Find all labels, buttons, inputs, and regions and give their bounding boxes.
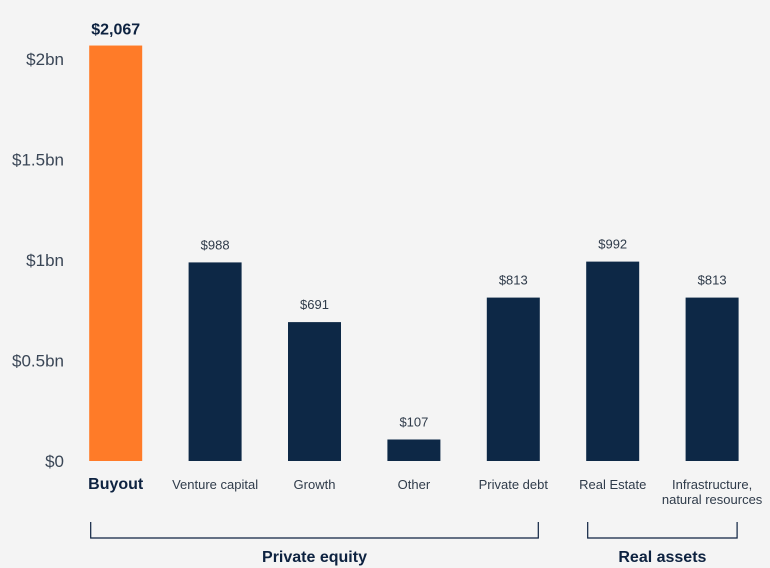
x-tick-label: Real Estate: [579, 477, 646, 492]
data-label: $107: [399, 414, 428, 429]
bar: [188, 262, 242, 461]
bar: [89, 45, 143, 462]
y-tick-label: $1.5bn: [12, 151, 64, 170]
x-tick-label: Growth: [294, 477, 336, 492]
group-bracket: [90, 522, 539, 539]
group-label: Real assets: [618, 549, 706, 566]
y-tick-label: $2bn: [26, 50, 64, 69]
x-tick-label: Private debt: [479, 477, 549, 492]
group-bracket: [587, 522, 738, 539]
x-tick-label: Buyout: [88, 476, 144, 493]
x-tick-label: Other: [398, 477, 431, 492]
bar: [685, 297, 739, 461]
bar: [486, 297, 540, 461]
data-label: $2,067: [91, 22, 140, 39]
data-label: $691: [300, 297, 329, 312]
bar: [387, 439, 441, 461]
y-tick-label: $1bn: [26, 251, 64, 270]
bar: [586, 261, 640, 461]
data-label: $992: [598, 237, 627, 252]
y-tick-label: $0: [45, 452, 64, 471]
x-tick-label: Infrastructure, natural resources: [662, 477, 763, 507]
y-tick-label: $0.5bn: [12, 352, 64, 371]
x-tick-label: Venture capital: [172, 477, 258, 492]
data-label: $813: [499, 273, 528, 288]
data-label: $988: [201, 237, 230, 252]
group-label: Private equity: [262, 549, 367, 566]
bar: [288, 322, 341, 461]
data-label: $813: [698, 273, 727, 288]
